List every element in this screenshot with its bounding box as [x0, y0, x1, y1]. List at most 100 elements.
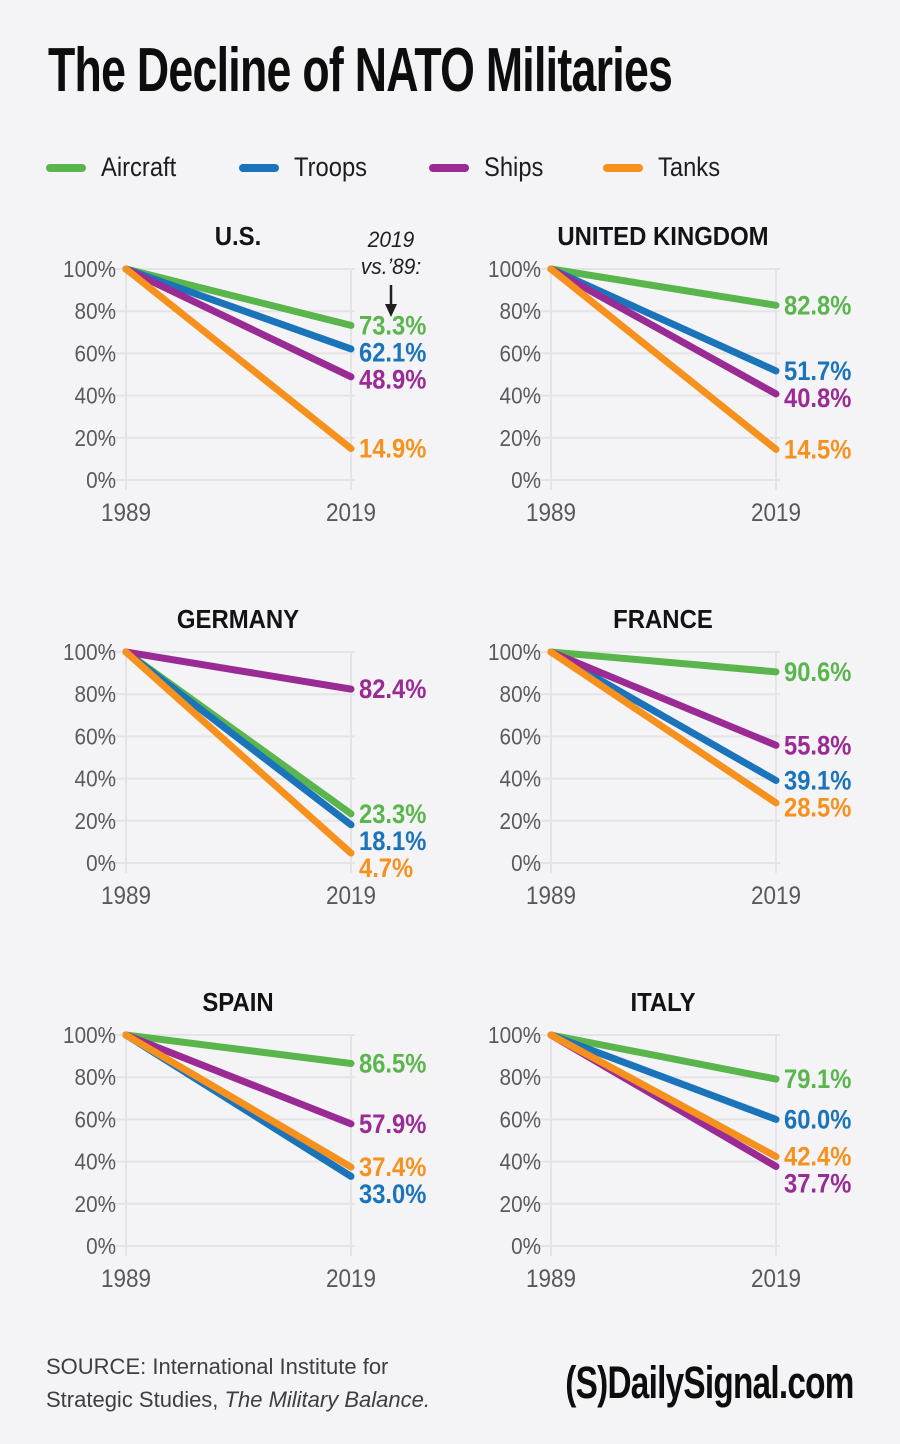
legend-item-aircraft: Aircraft: [46, 152, 187, 183]
france-line-chart: 100% 80% 60% 40% 20% 0% 1989 2019 FRANCE 90.6% 55.…: [488, 605, 851, 910]
legend-item-ships: Ships: [428, 152, 552, 183]
y-tick-label: 20%: [500, 808, 541, 834]
series-line-troops: [122, 265, 355, 353]
y-tick-label: 40%: [500, 1149, 541, 1175]
source-line-1: SOURCE: International Institute for: [46, 1354, 389, 1379]
legend-label-ships: Ships: [483, 152, 543, 182]
chart-panel-us: 100% 80% 60% 40% 20% 0% 1989 2019 U.S. 73.3% 62.1%…: [26, 207, 451, 542]
y-tick-label: 0%: [511, 1233, 541, 1259]
legend-item-tanks: Tanks: [603, 152, 729, 183]
y-tick-label: 20%: [500, 425, 541, 451]
y-tick-label: 20%: [500, 1191, 541, 1217]
x-tick-label: 1989: [101, 882, 151, 910]
y-tick-label: 0%: [86, 850, 116, 876]
source-note: SOURCE: International Institute for Stra…: [46, 1350, 430, 1416]
value-label-tanks: 42.4%: [784, 1142, 851, 1172]
legend-label-aircraft: Aircraft: [101, 152, 177, 182]
ships-swatch-icon: [428, 163, 469, 172]
chart-panel-france: 100% 80% 60% 40% 20% 0% 1989 2019 FRANCE 90.6% 55.…: [451, 590, 876, 925]
y-tick-label: 80%: [75, 681, 116, 707]
y-tick-label: 100%: [63, 256, 116, 282]
annotation-text: vs.’89:: [361, 255, 421, 280]
y-tick-label: 60%: [75, 723, 116, 749]
y-tick-label: 60%: [75, 340, 116, 366]
logo-s-mark-icon: (S): [565, 1357, 609, 1408]
tanks-swatch-icon: [603, 163, 644, 172]
y-tick-label: 60%: [500, 340, 541, 366]
x-tick-label: 1989: [101, 1265, 151, 1293]
footer: SOURCE: International Institute for Stra…: [0, 1350, 900, 1416]
chart-panel-spain: 100% 80% 60% 40% 20% 0% 1989 2019 SPAIN 86.5% 57.9…: [26, 973, 451, 1308]
germany-line-chart: 100% 80% 60% 40% 20% 0% 1989 2019 GERMANY 82.4% 23…: [63, 605, 426, 910]
y-tick-label: 0%: [511, 850, 541, 876]
chart-title: U.S.: [215, 222, 261, 251]
legend-item-troops: Troops: [238, 152, 377, 183]
value-label-ships: 82.4%: [359, 675, 426, 705]
chart-title: UNITED KINGDOM: [557, 222, 768, 251]
y-tick-label: 40%: [75, 766, 116, 792]
series-line-ships: [122, 265, 355, 381]
legend-label-tanks: Tanks: [658, 152, 721, 182]
series-line-aircraft: [547, 265, 780, 309]
chart-panel-united-kingdom: 100% 80% 60% 40% 20% 0% 1989 2019 UNITED KINGDOM…: [451, 207, 876, 542]
series-line-aircraft: [122, 1031, 355, 1067]
y-tick-label: 60%: [500, 1106, 541, 1132]
value-label-ships: 48.9%: [359, 365, 426, 395]
y-tick-label: 40%: [500, 766, 541, 792]
value-label-troops: 18.1%: [359, 826, 426, 856]
y-tick-label: 100%: [488, 1022, 541, 1048]
x-tick-label: 2019: [326, 1265, 376, 1293]
legend-label-troops: Troops: [293, 152, 367, 182]
italy-line-chart: 100% 80% 60% 40% 20% 0% 1989 2019 ITALY 79.1% 60.0…: [488, 988, 851, 1293]
y-tick-label: 80%: [500, 1064, 541, 1090]
value-label-aircraft: 73.3%: [359, 311, 426, 341]
legend: Aircraft Troops Ships Tanks: [46, 152, 900, 183]
value-label-aircraft: 86.5%: [359, 1049, 426, 1079]
value-label-ships: 55.8%: [784, 731, 851, 761]
y-tick-label: 100%: [63, 639, 116, 665]
spain-line-chart: 100% 80% 60% 40% 20% 0% 1989 2019 SPAIN 86.5% 57.9…: [63, 988, 426, 1293]
series-line-tanks: [122, 265, 355, 453]
y-tick-label: 80%: [500, 681, 541, 707]
series-line-troops: [122, 648, 355, 829]
troops-swatch-icon: [238, 163, 279, 172]
chart-panel-italy: 100% 80% 60% 40% 20% 0% 1989 2019 ITALY 79.1% 60.0…: [451, 973, 876, 1308]
y-tick-label: 60%: [75, 1106, 116, 1132]
source-line-2: Strategic Studies,: [46, 1387, 225, 1412]
series-line-tanks: [122, 1031, 355, 1171]
source-publication: The Military Balance.: [224, 1387, 430, 1412]
y-tick-label: 80%: [75, 1064, 116, 1090]
value-label-tanks: 14.5%: [784, 435, 851, 465]
page-title-text: The Decline of NATO Militaries: [48, 36, 673, 105]
chart-title: ITALY: [630, 988, 695, 1017]
y-tick-label: 60%: [500, 723, 541, 749]
annotation-text: 2019: [367, 228, 415, 253]
x-tick-label: 2019: [326, 499, 376, 527]
value-label-tanks: 4.7%: [359, 853, 413, 883]
chart-title: SPAIN: [202, 988, 273, 1017]
x-tick-label: 1989: [526, 499, 576, 527]
x-tick-label: 2019: [751, 499, 801, 527]
y-tick-label: 80%: [500, 298, 541, 324]
value-label-ships: 40.8%: [784, 384, 851, 414]
series-line-aircraft: [547, 648, 780, 676]
series-line-aircraft: [547, 1031, 780, 1083]
x-tick-label: 1989: [526, 882, 576, 910]
x-tick-label: 1989: [101, 499, 151, 527]
series-line-troops: [547, 1031, 780, 1123]
y-tick-label: 40%: [500, 383, 541, 409]
chart-panel-germany: 100% 80% 60% 40% 20% 0% 1989 2019 GERMANY 82.4% 23…: [26, 590, 451, 925]
value-label-troops: 33.0%: [359, 1180, 426, 1210]
x-tick-label: 1989: [526, 1265, 576, 1293]
us-line-chart: 100% 80% 60% 40% 20% 0% 1989 2019 U.S. 73.3%62.1%…: [63, 222, 426, 527]
value-label-tanks: 37.4%: [359, 1153, 426, 1183]
x-tick-label: 2019: [326, 882, 376, 910]
series-line-tanks: [547, 265, 780, 453]
united-kingdom-line-chart: 100% 80% 60% 40% 20% 0% 1989 2019 UNITED KINGDOM…: [488, 222, 851, 527]
series-line-tanks: [122, 648, 355, 857]
x-tick-label: 2019: [751, 882, 801, 910]
value-label-tanks: 14.9%: [359, 434, 426, 464]
series-line-aircraft: [122, 265, 355, 329]
y-tick-label: 20%: [75, 808, 116, 834]
value-label-aircraft: 23.3%: [359, 799, 426, 829]
